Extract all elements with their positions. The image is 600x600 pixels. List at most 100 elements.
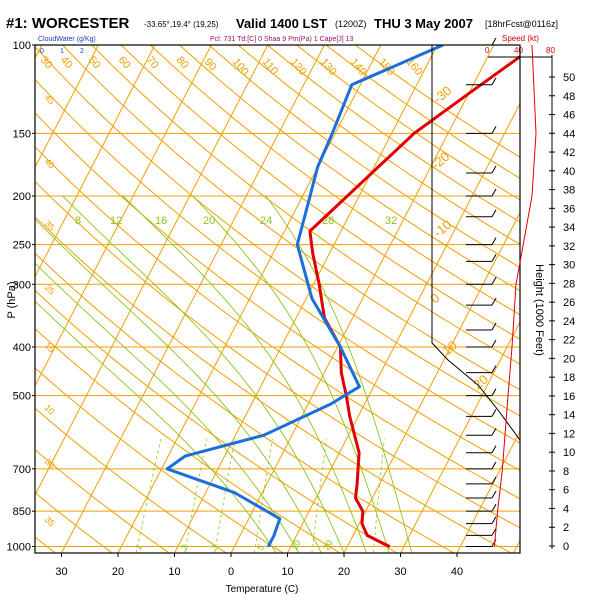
grid-clipped <box>35 45 520 553</box>
height-tick-44: 44 <box>563 128 575 140</box>
left-label-7: 35 <box>43 514 57 528</box>
wind-barb-flag-17 <box>491 461 497 470</box>
mixing-ratio-20 <box>373 438 385 553</box>
moist-adiabat-3 <box>62 195 345 553</box>
bottom-label-0: 1 <box>133 543 144 552</box>
isotherm-0 <box>230 45 495 553</box>
wind-barb-flag-16 <box>491 445 497 453</box>
height-tick-48: 48 <box>563 91 575 103</box>
left-label-4: 15 <box>43 340 57 354</box>
profile-outline <box>431 45 521 441</box>
wind-barb-flag-3 <box>491 165 497 174</box>
isotherm-label-2: 50 <box>86 54 103 71</box>
cloudwater-tick-0: 0 <box>40 48 44 55</box>
wind-barb-flag-18 <box>491 476 497 485</box>
moist-adiabat-0 <box>35 300 277 553</box>
dry-adiabat-300 <box>35 289 398 553</box>
pressure-tick-700: 700 <box>13 464 31 476</box>
height-tick-0: 0 <box>563 541 569 553</box>
left-label-5: 10 <box>43 402 57 416</box>
cloudwater-tick-2: 2 <box>80 48 84 55</box>
wind-barb-flag-14 <box>491 409 497 417</box>
pressure-tick-400: 400 <box>13 342 31 354</box>
data-layer <box>165 45 520 548</box>
speed-tick-80: 80 <box>546 46 555 55</box>
trace-wind-speed <box>493 44 537 547</box>
height-axis-label: Height (1000 Feet) <box>533 264 545 356</box>
wind-barb-flag-9 <box>491 297 497 306</box>
isotherm--10 <box>174 45 438 553</box>
height-tick-12: 12 <box>563 428 575 440</box>
height-tick-36: 36 <box>563 203 575 215</box>
pressure-tick-150: 150 <box>13 128 31 140</box>
wind-barb-flag-7 <box>491 254 497 262</box>
height-tick-22: 22 <box>563 335 575 347</box>
cloudwater-tick-1: 1 <box>60 48 64 55</box>
dry-adiabat-260 <box>35 449 170 553</box>
height-tick-50: 50 <box>563 72 575 84</box>
station-title: #1: WORCESTER <box>6 15 130 32</box>
wind-barb-flag-21 <box>491 516 497 524</box>
dry-adiabat-370 <box>35 46 520 417</box>
height-tick-24: 24 <box>563 316 575 328</box>
wind-barb-flag-0 <box>491 37 497 46</box>
isotherm-30 <box>400 320 520 553</box>
wind-barb-flag-20 <box>491 503 497 512</box>
moist-label-6: 32 <box>385 215 397 227</box>
wind-barb-flag-8 <box>491 277 497 285</box>
wind-barb-flag-13 <box>491 388 497 396</box>
dry-adiabat-270 <box>35 407 227 553</box>
dry-adiabat-330 <box>35 180 520 529</box>
mixing-ratio-3 <box>214 438 236 553</box>
dry-adiabat-340 <box>35 146 520 500</box>
dry-adiabat-400 <box>120 45 520 340</box>
wind-barb-flag-5 <box>491 209 497 217</box>
x-tick-4: 10 <box>281 566 293 578</box>
wind-barb-flag-15 <box>491 428 497 436</box>
height-tick-26: 26 <box>563 297 575 309</box>
wind-barb-flag-19 <box>491 490 497 499</box>
bottom-label-3: 5 <box>255 543 266 552</box>
grid-layer: 30 40 50 60 70 80 90 100 110 120 130 140 150 160-30-2… <box>35 45 520 553</box>
height-tick-42: 42 <box>563 147 575 159</box>
dry-adiabat-380 <box>62 45 520 391</box>
dry-adiabat-420 <box>179 45 520 292</box>
height-tick-10: 10 <box>563 447 575 459</box>
dry-adiabat-290 <box>35 328 341 553</box>
isotherm--70 <box>35 45 99 169</box>
mixing-ratio-10 <box>311 438 327 553</box>
isotherm-label-7: 100 <box>230 56 251 78</box>
isotherm-label-9: 120 <box>288 56 309 78</box>
wind-barb-flag-11 <box>491 339 497 348</box>
valid-time: Valid 1400 LST <box>236 16 327 31</box>
dry-adiabat-350 <box>35 112 520 472</box>
moist-label-4: 24 <box>260 215 272 227</box>
dry-adiabat-label-3: 0 <box>427 290 442 306</box>
x-tick-6: 30 <box>394 566 406 578</box>
height-tick-8: 8 <box>563 466 569 478</box>
mixing-ratio-5 <box>254 438 273 553</box>
zulu-time: (1200Z) <box>335 19 367 29</box>
speed-label: Speed (kt) <box>502 34 539 43</box>
x-tick-7: 40 <box>451 566 463 578</box>
height-tick-34: 34 <box>563 222 575 234</box>
plot-frame <box>34 44 521 554</box>
isotherm--20 <box>117 45 382 553</box>
height-tick-30: 30 <box>563 260 575 272</box>
dry-adiabat-430 <box>208 45 520 268</box>
wind-barb-flag-4 <box>491 188 497 197</box>
left-label-0: 45 <box>43 92 57 106</box>
mixing-ratio-2 <box>184 438 208 553</box>
bottom-label-2: 3 <box>209 543 220 552</box>
height-tick-32: 32 <box>563 241 575 253</box>
moist-label-2: 16 <box>155 215 167 227</box>
isotherm-20 <box>343 211 520 553</box>
x-tick-1: 20 <box>112 566 124 578</box>
bottom-label-5: 20 <box>321 538 335 552</box>
height-tick-46: 46 <box>563 110 575 122</box>
height-tick-4: 4 <box>563 503 569 515</box>
height-tick-28: 28 <box>563 278 575 290</box>
forecast-run: [18hrFcst@0116z] <box>485 19 558 29</box>
isotherm-label-8: 110 <box>260 56 280 77</box>
